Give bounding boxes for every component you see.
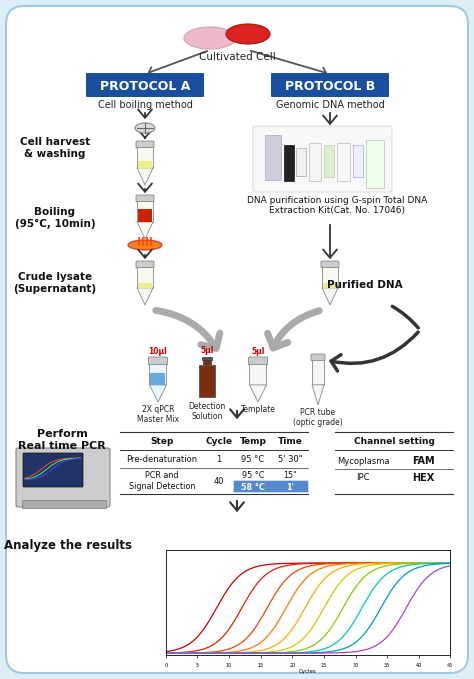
Bar [137,147,153,168]
Bar [322,267,338,288]
FancyBboxPatch shape [253,126,392,192]
Text: Boiling
(95°C, 10min): Boiling (95°C, 10min) [15,207,95,229]
Bar [366,140,384,188]
Bar [138,282,152,288]
Bar [249,364,266,385]
Ellipse shape [128,240,162,250]
Bar [296,148,306,176]
Bar [138,161,152,168]
Text: 1': 1' [286,483,294,492]
Text: 40: 40 [214,477,224,485]
Ellipse shape [135,123,155,133]
Text: Cell boiling method: Cell boiling method [98,100,192,110]
FancyBboxPatch shape [234,481,272,492]
Text: 1: 1 [216,454,222,464]
Bar [324,145,334,177]
Bar [309,143,321,181]
FancyBboxPatch shape [136,261,154,268]
Text: Pre-denaturation: Pre-denaturation [127,454,198,464]
Text: 95 °C: 95 °C [241,454,264,464]
Bar [265,135,281,180]
Text: PROTOCOL A: PROTOCOL A [100,79,190,92]
Text: PROTOCOL B: PROTOCOL B [285,79,375,92]
Text: Crude lysate
(Supernatant): Crude lysate (Supernatant) [13,272,97,294]
Text: Analyze the results: Analyze the results [4,538,132,551]
FancyArrowPatch shape [392,306,418,328]
Text: 95 °C: 95 °C [242,471,264,479]
X-axis label: Cycles: Cycles [299,669,317,674]
Text: 5μl: 5μl [201,346,214,355]
FancyBboxPatch shape [272,481,308,492]
Text: IPC: IPC [356,473,370,483]
FancyBboxPatch shape [321,261,339,268]
Text: 5μl: 5μl [251,347,264,356]
Bar [137,267,153,288]
FancyBboxPatch shape [311,354,325,361]
Polygon shape [322,288,338,305]
Bar [199,365,215,397]
Text: 2X qPCR
Master Mix: 2X qPCR Master Mix [137,405,179,424]
Bar [323,282,337,288]
Text: HEX: HEX [412,473,434,483]
Text: Cycle: Cycle [205,437,233,445]
Text: Genomic DNA method: Genomic DNA method [275,100,384,110]
FancyBboxPatch shape [148,357,167,365]
Text: Purified DNA: Purified DNA [327,280,403,290]
FancyBboxPatch shape [136,195,154,202]
Text: 15": 15" [283,471,297,479]
Polygon shape [137,222,153,239]
Bar [203,359,211,365]
Bar [151,373,165,385]
Ellipse shape [226,24,270,44]
FancyBboxPatch shape [86,73,204,97]
Bar [353,145,363,177]
Bar [138,209,152,222]
Bar [149,364,166,385]
Text: Channel setting: Channel setting [354,437,435,445]
Bar [312,360,324,385]
FancyArrowPatch shape [331,332,418,371]
Ellipse shape [184,27,236,49]
Ellipse shape [131,242,159,249]
FancyBboxPatch shape [271,73,389,97]
FancyBboxPatch shape [136,141,154,148]
Text: Cell harvest
& washing: Cell harvest & washing [20,137,90,159]
Text: 10μl: 10μl [149,347,167,356]
Text: Temp: Temp [239,437,266,445]
FancyBboxPatch shape [16,448,110,507]
Polygon shape [312,385,324,405]
Polygon shape [149,385,166,402]
Polygon shape [249,385,266,402]
FancyBboxPatch shape [248,357,267,365]
Text: PCR tube
(optic grade): PCR tube (optic grade) [293,408,343,427]
Text: PCR and
Signal Detection: PCR and Signal Detection [129,471,195,491]
Bar [22,500,106,508]
Bar [337,143,350,181]
FancyBboxPatch shape [6,6,468,673]
Text: Template: Template [240,405,275,414]
Bar [284,145,294,181]
Text: Cultivated Cell: Cultivated Cell [199,52,275,62]
Polygon shape [137,288,153,305]
Text: Mycoplasma: Mycoplasma [337,456,389,466]
Text: 5' 30": 5' 30" [278,454,302,464]
Text: FAM: FAM [412,456,434,466]
Polygon shape [137,168,153,185]
FancyArrowPatch shape [156,310,220,348]
FancyArrowPatch shape [267,311,319,348]
Bar [137,201,153,222]
Text: Time: Time [278,437,302,445]
Text: 58 °C: 58 °C [241,483,265,492]
Text: Perform
Real time PCR: Perform Real time PCR [18,429,106,451]
Text: Detection
Solution: Detection Solution [188,402,226,422]
FancyBboxPatch shape [23,453,83,487]
Text: DNA purification using G-spin Total DNA
Extraction Kit(Cat. No. 17046): DNA purification using G-spin Total DNA … [247,196,427,215]
Text: Step: Step [150,437,173,445]
Bar [202,357,212,360]
